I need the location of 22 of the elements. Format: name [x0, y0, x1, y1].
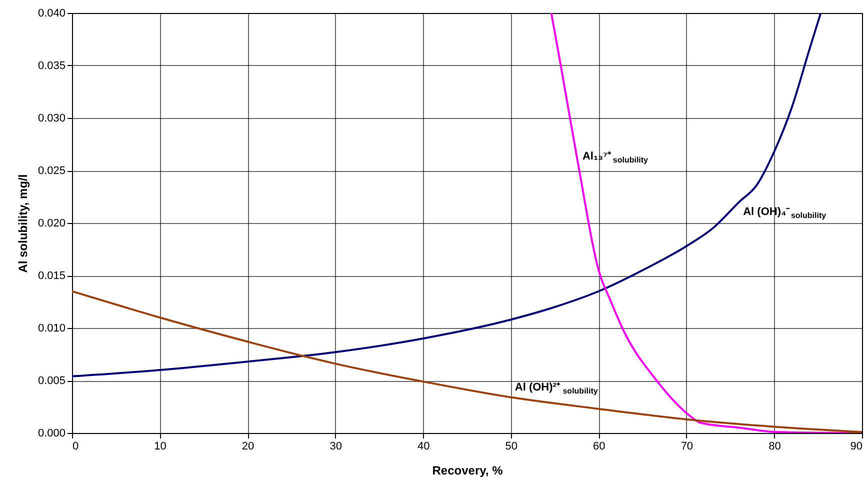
x-tick-label: 90	[850, 440, 862, 452]
y-tick-label: 0.000	[38, 428, 66, 440]
x-tick-label: 20	[242, 440, 254, 452]
x-tick-label: 30	[330, 440, 342, 452]
y-tick-label: 0.005	[38, 375, 66, 387]
y-tick-label: 0.040	[38, 8, 66, 20]
x-tick-label: 70	[680, 440, 694, 452]
y-tick-label: 0.020	[38, 218, 66, 230]
x-tick-label: 80	[768, 440, 781, 452]
x-axis-title: Recovery, %	[432, 464, 504, 478]
x-tick-label: 40	[417, 440, 430, 452]
x-tick-label: 50	[505, 440, 518, 452]
y-axis-title: Al solubility, mg/l	[16, 174, 30, 273]
y-tick-label: 0.010	[38, 322, 66, 334]
x-tick-label: 60	[593, 440, 606, 452]
y-tick-label: 0.025	[38, 165, 66, 177]
y-tick-label: 0.015	[38, 270, 66, 282]
x-tick-label: 10	[154, 440, 166, 452]
annotation: Al (OH)²⁺solubility	[514, 381, 598, 396]
y-tick-label: 0.030	[38, 112, 66, 124]
y-tick-label: 0.035	[38, 60, 66, 72]
x-tick-label: 0	[72, 440, 79, 452]
